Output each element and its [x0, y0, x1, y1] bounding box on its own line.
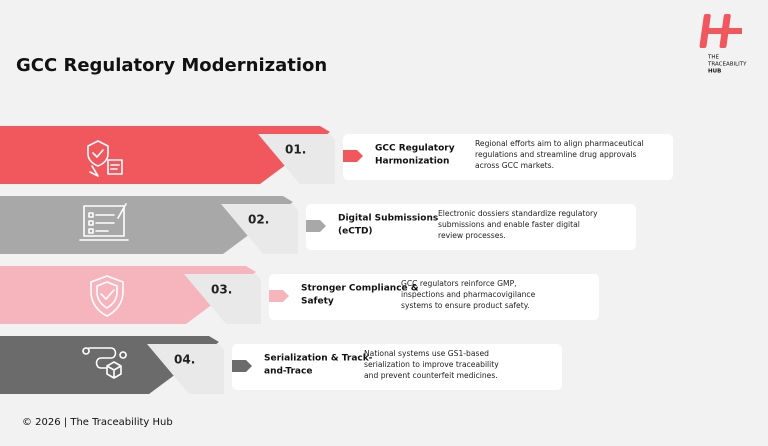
card: [269, 274, 599, 320]
logo-text: THE: [707, 55, 719, 61]
step-description: Electronic dossiers standardize regulato…: [438, 209, 598, 218]
step-description: systems to ensure product safety.: [401, 301, 530, 310]
card-arrow: [269, 290, 289, 302]
step-heading: Digital Submissions: [338, 214, 438, 224]
step-row: 01. GCC Regulatory Harmonization Regional e…: [0, 126, 673, 184]
step-row: 03. Stronger Compliance & Safety GCC regula…: [0, 266, 599, 324]
step-number: 01.: [285, 143, 306, 157]
step-description: submissions and enable faster digital: [438, 220, 580, 229]
step-heading: Serialization & Track-: [264, 354, 373, 364]
step-description: National systems use GS1-based: [364, 349, 489, 358]
step-number: 04.: [174, 353, 195, 367]
step-heading: Stronger Compliance &: [301, 284, 419, 294]
card: [232, 344, 562, 390]
logo-text: HUB: [708, 69, 721, 75]
step-heading: Safety: [301, 297, 334, 307]
step-description: and prevent counterfeit medicines.: [364, 371, 498, 380]
card: [343, 134, 673, 180]
step-description: Regional efforts aim to align pharmaceut…: [475, 139, 644, 148]
card-arrow: [232, 360, 252, 372]
step-heading: and-Trace: [264, 367, 312, 377]
band: [0, 196, 293, 254]
title: GCC Regulatory Modernization: [16, 55, 327, 76]
logo: [699, 14, 742, 48]
step-description: inspections and pharmacovigilance: [401, 290, 536, 299]
step-heading: Harmonization: [375, 157, 449, 167]
step-number: 02.: [248, 213, 269, 227]
step-description: regulations and streamline drug approval…: [475, 150, 637, 159]
step-description: serialization to improve traceability: [364, 360, 499, 369]
number-tab: [147, 344, 224, 394]
step-description: review processes.: [438, 231, 506, 240]
card-arrow: [306, 220, 326, 232]
band: [0, 126, 330, 184]
footer: © 2026 | The Traceability Hub: [22, 417, 173, 428]
card: [306, 204, 636, 250]
icon: [79, 203, 129, 241]
step-description: across GCC markets.: [475, 161, 554, 170]
step-row: 02. Digital Submissions (eCTD) Electronic d…: [0, 196, 636, 254]
step-description: GCC regulators reinforce GMP,: [401, 279, 517, 288]
card-arrow: [343, 150, 363, 162]
icon: [82, 347, 127, 379]
icon: [90, 275, 124, 317]
step-number: 03.: [211, 283, 232, 297]
number-tab: [258, 134, 335, 184]
logo-text: TRACEABILITY: [707, 62, 747, 68]
step-row: 04. Serialization & Track-and-Trace Nation…: [0, 336, 562, 394]
step-heading: (eCTD): [338, 227, 373, 237]
icon: [87, 140, 123, 177]
number-tab: [221, 204, 298, 254]
step-heading: GCC Regulatory: [375, 144, 455, 154]
number-tab: [184, 274, 261, 324]
